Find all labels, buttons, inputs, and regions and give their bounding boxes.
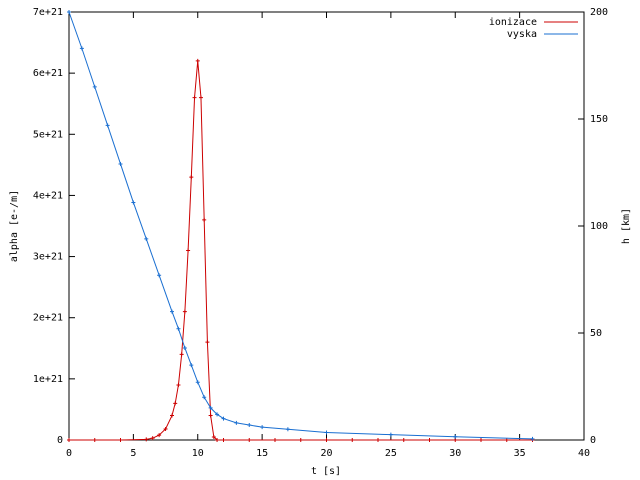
series-line: [68, 11, 533, 440]
point-marker: [427, 438, 432, 442]
point-marker: [170, 309, 174, 314]
point-marker: [215, 438, 220, 442]
point-marker: [192, 95, 197, 100]
y-tick-label: 5e+21: [33, 129, 63, 140]
point-marker: [118, 161, 123, 166]
point-marker: [221, 438, 226, 442]
point-marker: [92, 84, 97, 89]
y2-tick-label: 100: [590, 221, 608, 232]
point-marker: [215, 412, 220, 417]
x-tick-label: 30: [449, 448, 461, 459]
point-marker: [170, 413, 174, 418]
point-marker: [260, 425, 265, 430]
point-marker: [105, 123, 110, 128]
point-marker: [211, 434, 216, 439]
point-marker: [118, 438, 123, 442]
point-marker: [67, 438, 71, 442]
x-tick-label: 0: [66, 448, 72, 459]
point-marker: [176, 382, 181, 387]
point-marker: [182, 345, 187, 350]
point-marker: [173, 401, 178, 406]
point-marker: [202, 395, 207, 400]
point-marker: [144, 236, 149, 241]
x-tick-label: 35: [514, 448, 526, 459]
point-marker: [273, 438, 277, 442]
point-marker: [67, 10, 71, 14]
point-marker: [182, 309, 187, 314]
point-marker: [298, 438, 303, 442]
y-tick-label: 2e+21: [33, 313, 63, 324]
point-marker: [453, 434, 458, 439]
point-marker: [401, 438, 406, 442]
point-marker: [221, 416, 226, 421]
point-marker: [285, 427, 290, 432]
point-marker: [202, 217, 207, 222]
point-marker: [205, 340, 210, 345]
point-marker: [79, 46, 84, 51]
plot-frame: [68, 11, 585, 441]
point-marker: [195, 380, 200, 385]
point-marker: [350, 438, 355, 442]
point-marker: [131, 200, 136, 205]
y2-axis-label: h [km]: [621, 208, 632, 244]
point-marker: [186, 248, 191, 253]
y2-tick-label: 0: [590, 435, 596, 446]
point-marker: [189, 363, 194, 368]
point-marker: [479, 438, 483, 442]
x-axis-label: t [s]: [311, 466, 341, 477]
x-tick-label: 10: [192, 448, 204, 459]
y-axis-label: alpha [e-/m]: [9, 190, 20, 262]
point-marker: [388, 432, 393, 437]
x-tick-label: 25: [385, 448, 397, 459]
point-marker: [247, 438, 252, 442]
x-tick-label: 40: [578, 448, 590, 459]
point-marker: [150, 436, 155, 441]
point-marker: [163, 426, 168, 431]
point-marker: [144, 437, 149, 442]
point-marker: [157, 273, 162, 278]
y-tick-label: 4e+21: [33, 190, 63, 201]
legend-label: ionizace: [489, 17, 537, 28]
x-tick-label: 20: [320, 448, 332, 459]
point-marker: [92, 438, 97, 442]
point-marker: [176, 326, 181, 331]
legend-label: vyska: [507, 29, 537, 40]
point-marker: [195, 58, 200, 63]
y-tick-label: 6e+21: [33, 68, 63, 79]
y2-tick-label: 200: [590, 7, 608, 18]
point-marker: [198, 95, 203, 100]
series-line: [69, 60, 533, 441]
x-tick-label: 15: [256, 448, 268, 459]
point-marker: [208, 413, 213, 418]
y-tick-label: 7e+21: [33, 7, 63, 18]
point-marker: [234, 420, 239, 425]
x-tick-label: 5: [130, 448, 136, 459]
y2-tick-label: 150: [590, 114, 608, 125]
y-tick-label: 1e+21: [33, 374, 63, 385]
point-marker: [376, 438, 380, 442]
point-marker: [530, 436, 535, 441]
y-tick-label: 0: [57, 435, 63, 446]
point-marker: [189, 175, 194, 180]
point-marker: [179, 352, 184, 357]
y2-tick-label: 50: [590, 328, 602, 339]
point-marker: [324, 438, 329, 442]
point-marker: [208, 405, 213, 410]
point-marker: [247, 423, 252, 428]
point-marker: [157, 433, 162, 438]
y-tick-label: 3e+21: [33, 252, 63, 263]
point-marker: [324, 430, 329, 435]
